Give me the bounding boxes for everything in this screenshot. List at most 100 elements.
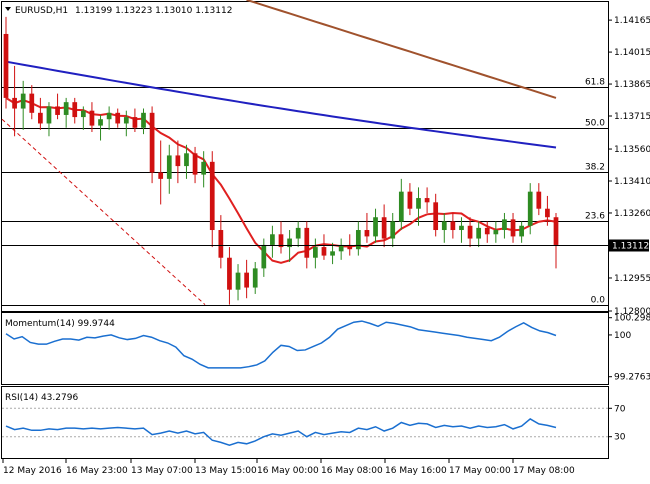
candle-bull [141, 112, 146, 128]
fib-level-label: 61.8 [585, 78, 605, 88]
candle-bear [149, 112, 155, 173]
time-tick-label: 12 May 2016 [3, 466, 62, 476]
candle-bull [493, 230, 499, 235]
price-tick-label: 1.13560 [614, 145, 650, 155]
fib-level-label: 50.0 [585, 119, 605, 129]
candle-bear [407, 191, 413, 209]
price-tick-label: 1.13410 [614, 177, 650, 187]
candle-bull [330, 251, 335, 256]
rsi-title: RSI(14) 43.2796 [5, 393, 78, 403]
time-tick-label: 16 May 16:00 [385, 466, 447, 476]
candle-bear [72, 102, 78, 118]
candle-bear [89, 110, 95, 126]
candle-bear [433, 202, 439, 231]
time-tick-label: 16 May 00:00 [257, 466, 319, 476]
fib-level-label: 0.0 [591, 296, 606, 306]
candle-bear [450, 221, 456, 231]
candle-bull [476, 227, 482, 239]
rsi-pane-frame [1, 386, 609, 459]
candle-bear [175, 155, 181, 167]
candle-bull [261, 244, 267, 269]
time-tick-label: 16 May 08:00 [321, 466, 383, 476]
candle-bear [115, 112, 121, 124]
momentum-line [5, 320, 557, 369]
candle-bull [502, 219, 507, 231]
candle-bear [536, 191, 542, 209]
candle-bull [459, 225, 464, 231]
rsi-tick-label: 70 [614, 404, 626, 414]
fib-level-label: 23.6 [585, 212, 605, 222]
candle-bear [29, 93, 35, 113]
candle-bull [270, 234, 275, 245]
candle-bear [484, 227, 490, 235]
candle-bear [55, 106, 60, 115]
candle-bull [338, 244, 344, 252]
time-tick-label: 16 May 23:00 [66, 466, 128, 476]
candle-bear [424, 198, 430, 203]
rsi-tick-label: 30 [614, 433, 626, 443]
price-tick-label: 1.14165 [614, 16, 650, 26]
candle-bull [46, 106, 52, 124]
candle-bear [244, 272, 249, 288]
candle-bear [545, 208, 550, 218]
price-tick-label: 1.13715 [614, 112, 650, 122]
candle-bear [227, 257, 232, 290]
candle-bull [295, 227, 301, 239]
candle-bear [553, 217, 559, 245]
candle-bear [209, 161, 215, 231]
candle-bull [416, 198, 421, 209]
sma200-line [246, 0, 557, 99]
candle-bull [20, 93, 26, 109]
candle-bull [355, 230, 361, 250]
price-tick-label: 1.13260 [614, 209, 650, 219]
candle-bull [235, 272, 241, 290]
time-tick-label: 13 May 15:00 [195, 466, 257, 476]
fib-trend-line [1, 118, 206, 305]
time-tick-label: 17 May 00:00 [449, 466, 511, 476]
collapse-triangle-icon[interactable] [5, 7, 11, 11]
candle-bull [98, 119, 103, 126]
candle-bear [510, 219, 516, 237]
candle-bull [373, 217, 378, 237]
candle-bear [347, 244, 353, 250]
current-price-label: 1.13112 [612, 242, 649, 252]
price-pane: 61.8 50.0 38.2 23.6 0.0 [1, 0, 608, 306]
candle-bull [106, 112, 112, 120]
rsi-pane [2, 407, 608, 447]
candle-bull [123, 117, 129, 124]
fib-level-label: 38.2 [585, 163, 605, 173]
candle-bull [287, 238, 292, 248]
candle-bull [184, 153, 189, 167]
price-tick-label: 1.12800 [614, 307, 650, 317]
momentum-tick-label: 99.2763 [614, 373, 650, 383]
time-tick-label: 17 May 08:00 [513, 466, 575, 476]
candle-bear [158, 172, 164, 179]
time-tick-label: 13 May 07:00 [131, 466, 193, 476]
candle-bull [313, 247, 318, 258]
candle-bull [201, 161, 207, 175]
sma20-line [5, 97, 557, 264]
rsi-line [5, 418, 557, 447]
momentum-pane [5, 320, 557, 369]
momentum-pane-frame [1, 312, 609, 385]
price-tick-label: 1.14015 [614, 48, 650, 58]
momentum-title: Momentum(14) 99.9744 [5, 319, 115, 329]
sma100-line [5, 60, 557, 149]
chart-symbol: EURUSD,H1 [15, 6, 68, 16]
candle-bear [38, 112, 43, 124]
candle-bear [321, 247, 327, 256]
candle-bear [12, 97, 17, 109]
candle-bear [218, 230, 224, 258]
price-tick-label: 1.12955 [614, 274, 650, 284]
candle-bear [364, 230, 370, 237]
axis-labels: 1.13112 1.14165 1.14015 1.13865 1.13715 1.135… [2, 16, 650, 476]
candle-bull [166, 155, 172, 179]
price-tick-label: 1.13865 [614, 80, 650, 90]
price-pane-frame [1, 1, 609, 312]
candle-bull [441, 221, 447, 231]
candle-bull [252, 268, 258, 288]
candle-bear [192, 153, 198, 175]
candle-bull [80, 110, 86, 118]
